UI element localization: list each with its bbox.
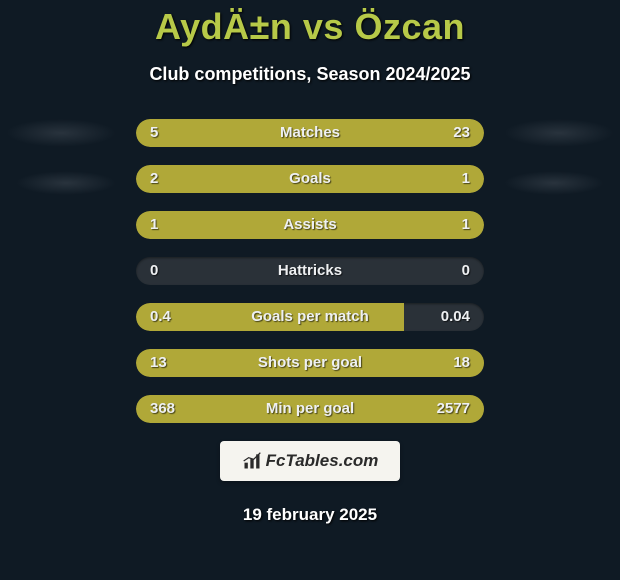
stat-row: 1318Shots per goal: [136, 349, 484, 377]
chart-icon: [242, 451, 262, 471]
stat-label: Min per goal: [136, 395, 484, 423]
stat-label: Matches: [136, 119, 484, 147]
stat-label: Shots per goal: [136, 349, 484, 377]
brand-logo: FcTables.com: [220, 441, 400, 481]
stat-row: 11Assists: [136, 211, 484, 239]
stat-label: Assists: [136, 211, 484, 239]
stats-rows: 523Matches 21Goals 11Assists 00Hattricks 0.4…: [136, 119, 484, 423]
stat-label: Hattricks: [136, 257, 484, 285]
stat-row: 00Hattricks: [136, 257, 484, 285]
stat-row: 0.40.04Goals per match: [136, 303, 484, 331]
stats-content: 523Matches 21Goals 11Assists 00Hattricks 0.4…: [0, 119, 620, 423]
brand-logo-label: FcTables.com: [266, 451, 379, 471]
comparison-title: AydÄ±n vs Özcan: [0, 0, 620, 48]
player-right-avatar-placeholder: [504, 119, 614, 147]
comparison-subtitle: Club competitions, Season 2024/2025: [0, 64, 620, 85]
team-right-badge-placeholder: [504, 171, 604, 195]
stat-label: Goals per match: [136, 303, 484, 331]
stat-row: 523Matches: [136, 119, 484, 147]
team-left-badge-placeholder: [16, 171, 116, 195]
stat-label: Goals: [136, 165, 484, 193]
comparison-date: 19 february 2025: [0, 505, 620, 525]
brand-logo-text: FcTables.com: [242, 451, 379, 471]
player-left-avatar-placeholder: [6, 119, 116, 147]
stat-row: 21Goals: [136, 165, 484, 193]
stat-row: 3682577Min per goal: [136, 395, 484, 423]
